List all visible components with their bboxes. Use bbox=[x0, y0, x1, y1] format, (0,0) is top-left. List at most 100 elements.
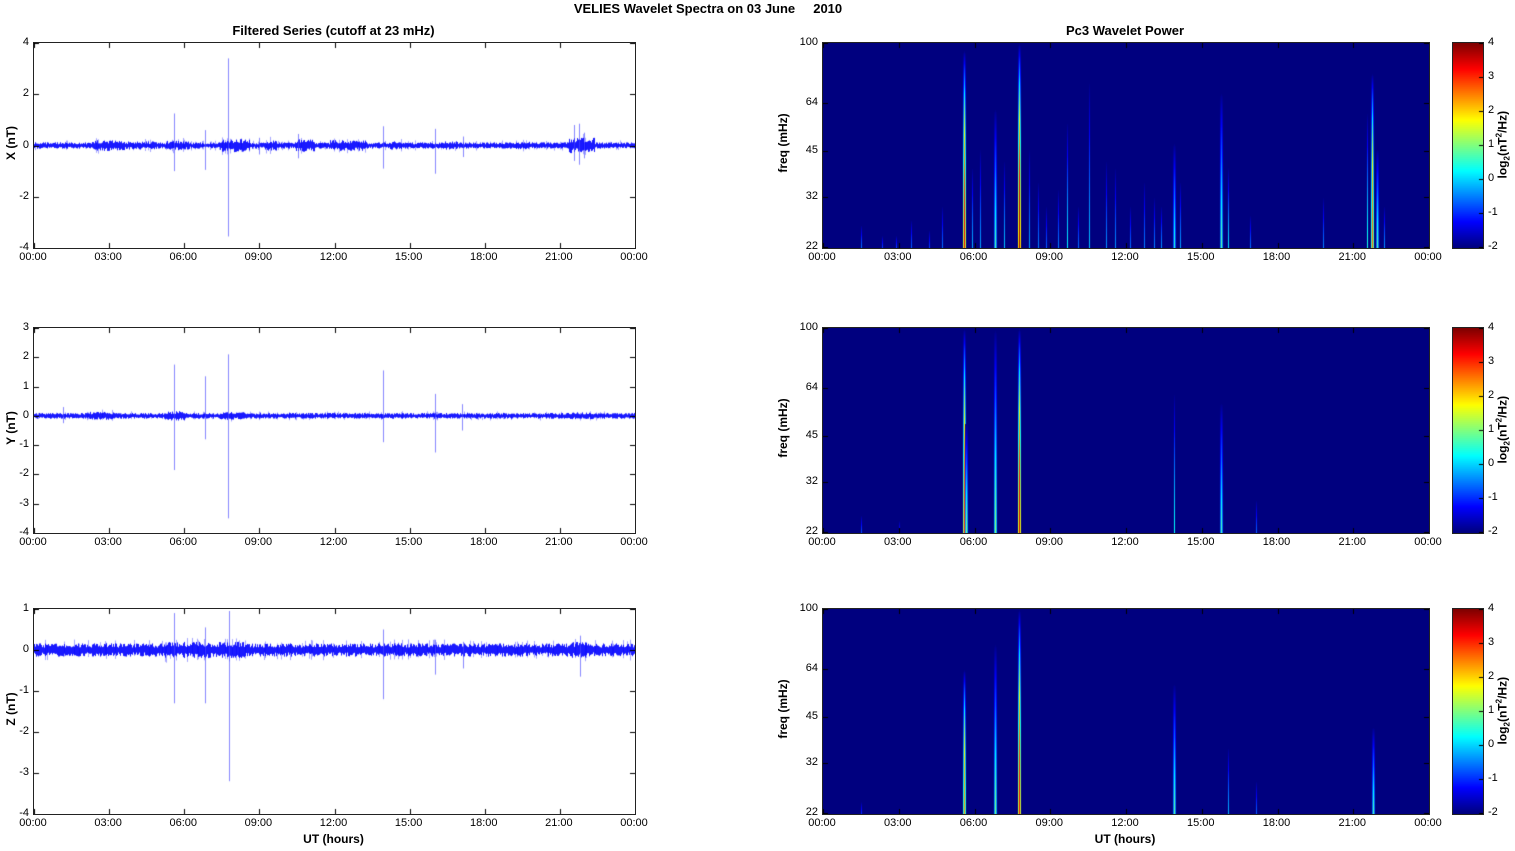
freq-tick-label: 32 bbox=[805, 474, 818, 487]
x-tick-label: 03:00 bbox=[883, 817, 912, 829]
colorbar-tick-label: 1 bbox=[1488, 423, 1495, 435]
y-tick-label: 0 bbox=[22, 408, 29, 421]
x-tick-label: 15:00 bbox=[1186, 536, 1215, 548]
y-tick-label: -1 bbox=[19, 684, 29, 696]
timeseries-y-plot bbox=[33, 327, 636, 534]
x-tick-label: 12:00 bbox=[319, 251, 348, 263]
x-tick-label: 12:00 bbox=[1111, 536, 1139, 548]
x-tick-label: 00:00 bbox=[620, 536, 648, 548]
x-tick-label: 18:00 bbox=[1262, 817, 1291, 829]
freq-tick-label: 64 bbox=[805, 662, 818, 675]
spectrogram-z-plot bbox=[822, 608, 1430, 815]
colorbar-tick-label: 1 bbox=[1488, 704, 1495, 716]
right-column-title: Pc3 Wavelet Power bbox=[1065, 23, 1184, 38]
x-tick-label: 00:00 bbox=[808, 536, 836, 548]
x-tick-label: 15:00 bbox=[1186, 817, 1215, 829]
colorbar-tick-label: -1 bbox=[1488, 491, 1498, 503]
x-tick-label: 21:00 bbox=[1338, 817, 1367, 829]
x-tick-label: 00:00 bbox=[19, 251, 47, 263]
freq-tick-label: 45 bbox=[805, 428, 818, 441]
x-tick-label: 03:00 bbox=[94, 817, 122, 829]
y-tick-label: 2 bbox=[22, 87, 29, 100]
colorbar-tick-label: -2 bbox=[1488, 525, 1498, 537]
spectrogram-x-plot bbox=[822, 42, 1430, 249]
x-tick-label: 12:00 bbox=[319, 536, 348, 548]
freq-tick-label: 64 bbox=[805, 96, 818, 109]
x-tick-label: 21:00 bbox=[545, 251, 573, 263]
colorbar-tick-label: 2 bbox=[1488, 670, 1495, 682]
freq-tick-label: 32 bbox=[805, 755, 818, 768]
x-tick-label: 09:00 bbox=[1035, 251, 1064, 263]
x-tick-label: 15:00 bbox=[394, 817, 423, 829]
x-tick-label: 00:00 bbox=[1414, 536, 1442, 548]
x-tick-label: 03:00 bbox=[94, 251, 122, 263]
x-tick-label: 15:00 bbox=[394, 251, 423, 263]
x-tick-label: 00:00 bbox=[19, 536, 47, 548]
x-tick-label: 21:00 bbox=[1338, 251, 1367, 263]
ylabel-z-nt: Z (nT) bbox=[4, 692, 18, 726]
x-tick-label: 12:00 bbox=[319, 817, 348, 829]
colorbar-tick-label: 3 bbox=[1488, 70, 1495, 82]
x-tick-label: 00:00 bbox=[1414, 251, 1442, 263]
timeseries-x-plot bbox=[33, 42, 636, 249]
x-tick-label: 00:00 bbox=[620, 251, 648, 263]
x-tick-label: 18:00 bbox=[1262, 251, 1291, 263]
y-tick-label: 0 bbox=[22, 643, 29, 655]
y-tick-label: 3 bbox=[22, 321, 29, 333]
x-tick-label: 03:00 bbox=[883, 251, 912, 263]
y-tick-label: 1 bbox=[22, 379, 29, 392]
freq-tick-label: 100 bbox=[799, 321, 818, 333]
x-tick-label: 18:00 bbox=[469, 251, 498, 263]
x-tick-label: 09:00 bbox=[244, 251, 273, 263]
x-tick-label: 09:00 bbox=[1035, 536, 1064, 548]
x-tick-label: 18:00 bbox=[1262, 536, 1291, 548]
colorbar-3 bbox=[1452, 608, 1484, 815]
y-tick-label: 2 bbox=[22, 350, 29, 363]
colorbar-tick-label: -1 bbox=[1488, 206, 1498, 218]
freq-tick-label: 100 bbox=[799, 602, 818, 614]
x-tick-label: 06:00 bbox=[959, 817, 988, 829]
y-tick-label: 0 bbox=[22, 138, 29, 151]
x-tick-label: 15:00 bbox=[1186, 251, 1215, 263]
x-tick-label: 06:00 bbox=[959, 251, 988, 263]
colorbar-1 bbox=[1452, 42, 1484, 249]
x-tick-label: 06:00 bbox=[169, 251, 198, 263]
x-tick-label: 03:00 bbox=[883, 536, 912, 548]
spectrogram-y-plot bbox=[822, 327, 1430, 534]
freq-tick-label: 45 bbox=[805, 709, 818, 722]
x-tick-label: 21:00 bbox=[545, 817, 573, 829]
left-column-title: Filtered Series (cutoff at 23 mHz) bbox=[232, 23, 435, 38]
xlabel-left: UT (hours) bbox=[303, 832, 364, 846]
y-tick-label: -3 bbox=[19, 496, 29, 509]
y-tick-label: -1 bbox=[19, 438, 29, 451]
freq-tick-label: 22 bbox=[805, 240, 818, 252]
x-tick-label: 12:00 bbox=[1111, 251, 1139, 263]
colorbar-tick-label: 4 bbox=[1488, 321, 1495, 333]
y-tick-label: 1 bbox=[22, 602, 29, 614]
x-tick-label: 21:00 bbox=[1338, 536, 1367, 548]
colorbar-tick-label: 4 bbox=[1488, 602, 1495, 614]
y-tick-label: -4 bbox=[19, 526, 29, 538]
y-tick-label: -2 bbox=[19, 189, 29, 202]
xlabel-right: UT (hours) bbox=[1094, 832, 1156, 846]
colorbar-tick-label: 1 bbox=[1488, 138, 1495, 150]
y-tick-label: 4 bbox=[22, 36, 29, 48]
colorbar-tick-label: 2 bbox=[1488, 389, 1495, 401]
x-tick-label: 00:00 bbox=[808, 251, 836, 263]
colorbar-tick-label: 3 bbox=[1488, 355, 1495, 367]
y-tick-label: -2 bbox=[19, 725, 29, 737]
x-tick-label: 06:00 bbox=[959, 536, 988, 548]
colorbar-tick-label: -2 bbox=[1488, 240, 1498, 252]
colorbar-tick-label: 0 bbox=[1488, 172, 1495, 184]
x-tick-label: 21:00 bbox=[545, 536, 573, 548]
x-tick-label: 12:00 bbox=[1111, 817, 1139, 829]
figure-title: VELIES Wavelet Spectra on 03 June 2010 bbox=[573, 1, 843, 16]
x-tick-label: 06:00 bbox=[169, 817, 198, 829]
freq-tick-label: 64 bbox=[805, 381, 818, 394]
freq-tick-label: 32 bbox=[805, 189, 818, 202]
colorbar-tick-label: 4 bbox=[1488, 36, 1495, 48]
x-tick-label: 09:00 bbox=[1035, 817, 1064, 829]
x-tick-label: 18:00 bbox=[469, 536, 498, 548]
colorbar-tick-label: 0 bbox=[1488, 738, 1495, 750]
